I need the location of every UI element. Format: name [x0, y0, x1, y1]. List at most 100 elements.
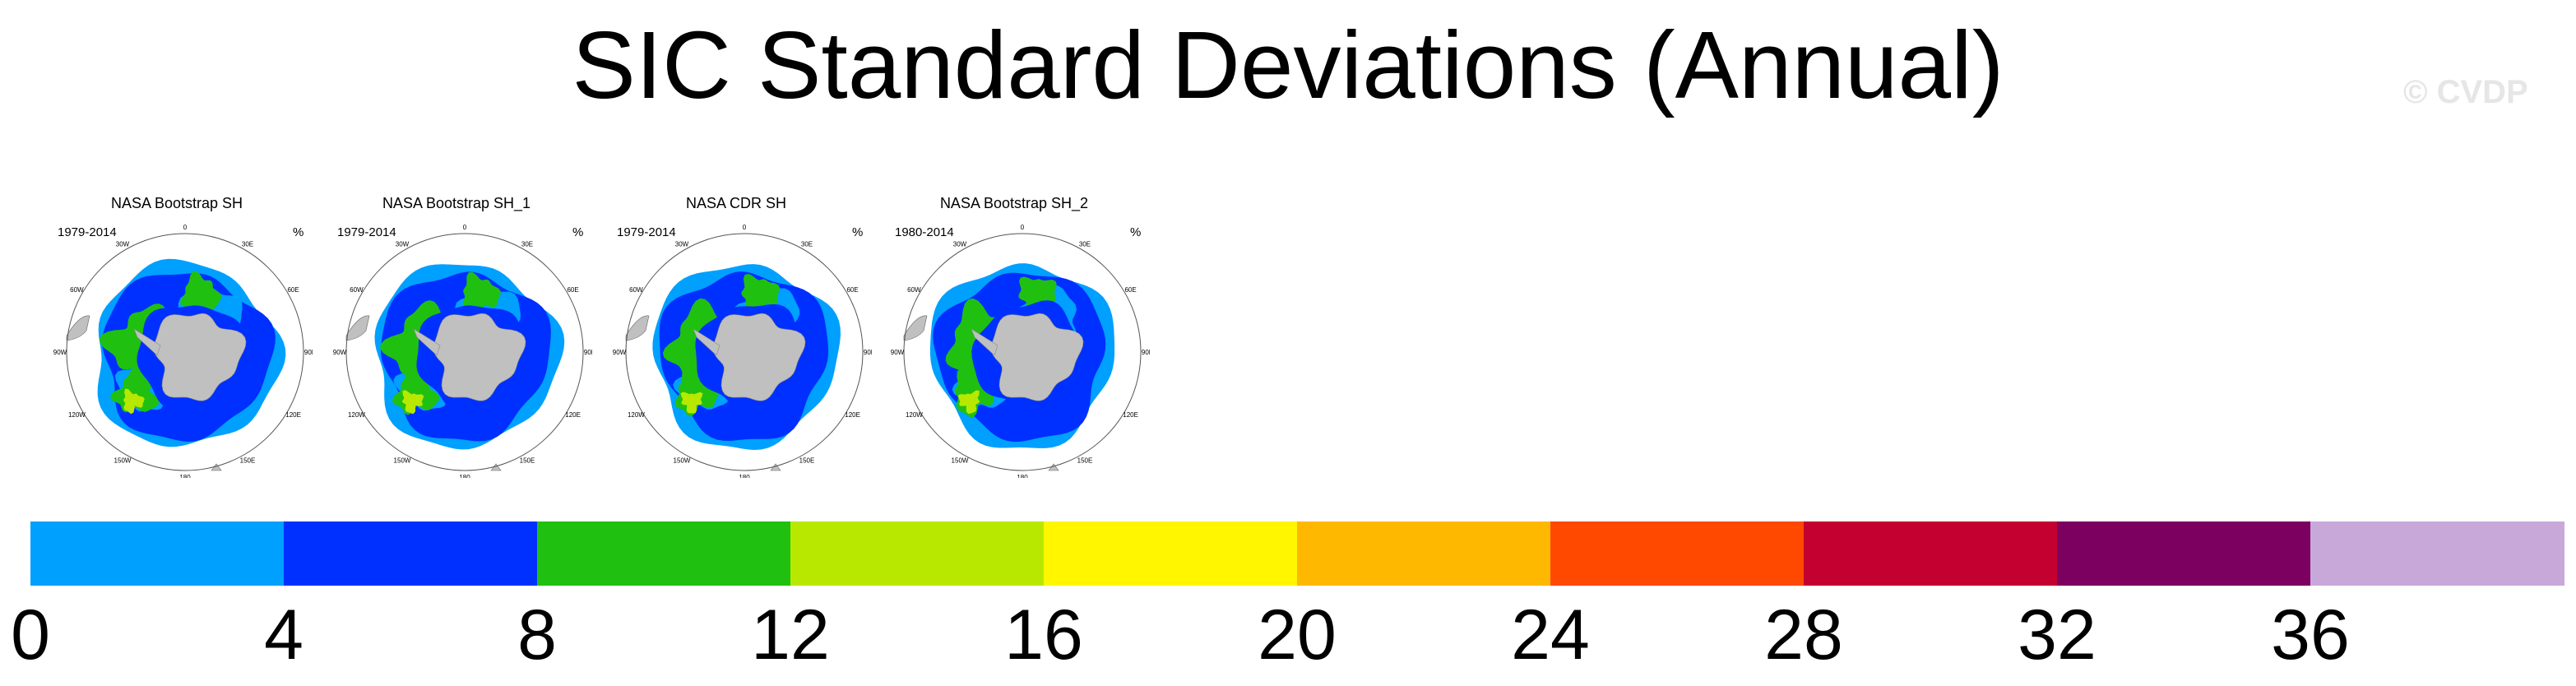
colorbar-swatch [537, 521, 791, 586]
colorbar-swatch [284, 521, 538, 586]
panel-years: 1980-2014 [895, 225, 954, 239]
longitude-label: 60W [350, 286, 364, 294]
panel-years: 1979-2014 [617, 225, 676, 239]
antarctica-landmass [433, 313, 526, 401]
antarctica-landmass [990, 313, 1084, 401]
longitude-label: 120W [68, 411, 86, 419]
longitude-label: 150E [799, 457, 815, 465]
longitude-label: 60E [287, 286, 299, 294]
longitude-label: 150E [240, 457, 256, 465]
panel-years: 1979-2014 [337, 225, 396, 239]
polar-map: 0 30E 60E 90E 120E 150E 180 150W 120W 90W 60W 30W [53, 224, 313, 478]
map-panel: 0 30E 60E 90E 120E 150E 180 150W 120W 90W 60W 30W NA… [878, 194, 1150, 478]
longitude-label: 30E [521, 240, 533, 248]
panel-unit: % [852, 225, 864, 239]
panel-title: NASA Bootstrap SH_1 [382, 195, 531, 211]
longitude-label: 90W [333, 349, 347, 356]
south-america-landmass [345, 315, 370, 341]
longitude-label: 30W [953, 240, 967, 248]
longitude-label: 30E [1079, 240, 1091, 248]
longitude-label: 120W [348, 411, 365, 419]
longitude-label: 60E [1124, 286, 1136, 294]
polar-map: 0 30E 60E 90E 120E 150E 180 150W 120W 90W 60W 30W [333, 224, 592, 478]
longitude-label: 180 [739, 474, 750, 478]
longitude-label: 60W [629, 286, 643, 294]
longitude-label: 90E [1142, 349, 1150, 356]
colorbar-swatch [30, 521, 285, 586]
longitude-label: 30W [396, 240, 410, 248]
map-panel: 0 30E 60E 90E 120E 150E 180 150W 120W 90W 60W 30W NA… [41, 194, 313, 478]
longitude-label: 60W [907, 286, 921, 294]
antarctica-landmass [712, 313, 806, 401]
longitude-label: 120E [1123, 411, 1138, 419]
longitude-label: 150E [520, 457, 535, 465]
longitude-label: 30E [242, 240, 253, 248]
longitude-label: 0 [463, 224, 467, 231]
longitude-label: 120W [628, 411, 645, 419]
longitude-label: 90E [304, 349, 313, 356]
map-boundary [903, 233, 1142, 471]
longitude-label: 120E [285, 411, 301, 419]
longitude-label: 90E [864, 349, 872, 356]
south-america-landmass [66, 315, 90, 341]
longitude-label: 150E [1077, 457, 1093, 465]
polar-map: 0 30E 60E 90E 120E 150E 180 150W 120W 90W 60W 30W [891, 224, 1150, 478]
colorbar-swatch [790, 521, 1045, 586]
longitude-label: 120E [565, 411, 581, 419]
colorbar-swatch [1550, 521, 1805, 586]
map-panel: 0 30E 60E 90E 120E 150E 180 150W 120W 90W 60W 30W NA… [600, 194, 872, 478]
colorbar-swatch [2057, 521, 2311, 586]
panel-unit: % [572, 225, 584, 239]
longitude-label: 120W [906, 411, 923, 419]
longitude-label: 0 [1021, 224, 1025, 231]
colorbar-tick-label: 24 [1511, 596, 1590, 674]
panel-title: NASA CDR SH [685, 195, 787, 211]
longitude-label: 180 [459, 474, 470, 478]
longitude-label: 30W [116, 240, 130, 248]
colorbar-tick-label: 32 [2018, 596, 2096, 674]
colorbar-tick-label: 0 [11, 596, 50, 674]
panel-title: NASA Bootstrap SH [110, 195, 243, 211]
longitude-label: 150W [394, 457, 411, 465]
south-america-landmass [625, 315, 650, 341]
longitude-label: 60E [846, 286, 858, 294]
colorbar-swatch [1804, 521, 2058, 586]
panel-unit: % [293, 225, 304, 239]
longitude-label: 180 [179, 474, 191, 478]
colorbar-tick-label: 16 [1004, 596, 1083, 674]
south-america-landmass [903, 315, 928, 341]
longitude-label: 0 [743, 224, 747, 231]
map-boundary [625, 233, 864, 471]
colorbar-tick-label: 12 [751, 596, 830, 674]
longitude-label: 90W [891, 349, 905, 356]
polar-map: 0 30E 60E 90E 120E 150E 180 150W 120W 90W 60W 30W [613, 224, 872, 478]
panel-years: 1979-2014 [58, 225, 117, 239]
longitude-label: 0 [183, 224, 188, 231]
map-boundary [345, 233, 584, 471]
colorbar-tick-label: 36 [2271, 596, 2350, 674]
longitude-label: 150W [952, 457, 969, 465]
longitude-label: 30W [675, 240, 689, 248]
longitude-label: 90W [53, 349, 67, 356]
colorbar [30, 521, 2564, 586]
longitude-label: 90W [613, 349, 627, 356]
longitude-label: 90E [584, 349, 592, 356]
longitude-label: 120E [845, 411, 860, 419]
map-boundary [66, 233, 304, 471]
colorbar-swatch [2310, 521, 2564, 586]
colorbar-tick-label: 20 [1258, 596, 1337, 674]
colorbar-swatch [1297, 521, 1551, 586]
colorbar-swatch [1044, 521, 1298, 586]
longitude-label: 180 [1017, 474, 1028, 478]
colorbar-tick-label: 28 [1764, 596, 1843, 674]
longitude-label: 60E [567, 286, 578, 294]
page-title: SIC Standard Deviations (Annual) [572, 12, 2004, 118]
longitude-label: 150W [674, 457, 691, 465]
longitude-label: 30E [801, 240, 813, 248]
map-panel: 0 30E 60E 90E 120E 150E 180 150W 120W 90W 60W 30W NA… [321, 194, 592, 478]
panel-unit: % [1130, 225, 1142, 239]
antarctica-landmass [153, 313, 247, 401]
longitude-label: 150W [114, 457, 132, 465]
colorbar-tick-label: 8 [517, 596, 557, 674]
longitude-label: 60W [70, 286, 84, 294]
